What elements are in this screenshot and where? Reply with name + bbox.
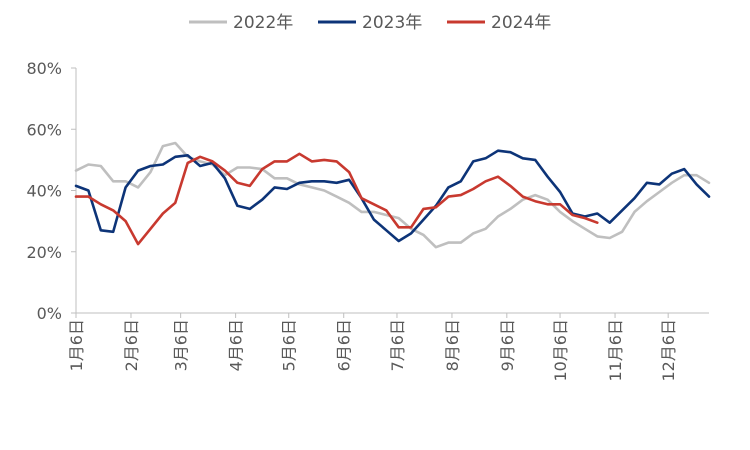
x-tick-label: 5月6日 [280, 319, 299, 371]
x-tick-label: 8月6日 [443, 319, 462, 371]
y-tick-label: 80% [26, 59, 62, 78]
x-tick-label: 2月6日 [122, 319, 141, 371]
x-tick-label: 9月6日 [498, 319, 517, 371]
y-tick-label: 20% [26, 243, 62, 262]
x-tick-label: 6月6日 [335, 319, 354, 371]
series-line-1 [74, 141, 711, 249]
x-tick-label: 11月6日 [606, 319, 625, 382]
legend-label: 2024年 [491, 13, 551, 33]
series-line-2 [74, 149, 711, 243]
x-axis: 1月6日 2月6日 3月6日 4月6日 5月6日 6月6日 7月6日 8月6日 9月6日 10月6… [67, 312, 709, 382]
legend-label: 2022年 [233, 13, 293, 33]
y-tick-label: 0% [37, 304, 62, 323]
series-lines [74, 141, 711, 249]
y-tick-label: 40% [26, 182, 62, 201]
legend-label: 2023年 [362, 13, 422, 33]
x-tick-label: 7月6日 [388, 319, 407, 371]
series-line-3 [74, 152, 599, 246]
legend: 2022年 2023年 2024年 [189, 13, 551, 33]
y-tick-label: 60% [26, 120, 62, 139]
y-axis: 0% 20% 40% 60% 80% [26, 59, 77, 323]
x-tick-label: 3月6日 [172, 319, 191, 371]
x-tick-label: 12月6日 [659, 319, 678, 382]
x-tick-label: 1月6日 [67, 319, 86, 371]
x-tick-label: 4月6日 [227, 319, 246, 371]
x-tick-label: 10月6日 [551, 319, 570, 382]
